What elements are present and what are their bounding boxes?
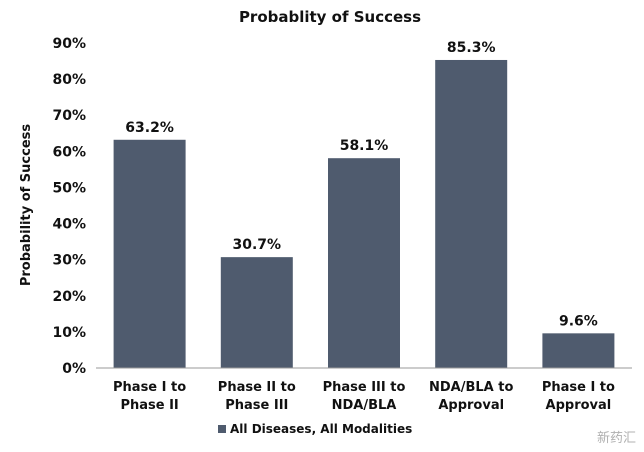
y-tick-label: 90% (52, 36, 86, 52)
watermark: 新药汇 (597, 430, 636, 446)
x-tick-label: Phase III (225, 398, 288, 413)
y-tick-label: 40% (52, 217, 86, 233)
x-tick-label: Phase I to (542, 380, 615, 395)
bar (435, 59, 508, 368)
x-tick-label: Approval (438, 398, 504, 413)
bar (113, 139, 186, 368)
x-tick-label: Phase II (120, 398, 178, 413)
legend: All Diseases, All Modalities (218, 422, 412, 436)
legend-label: All Diseases, All Modalities (230, 422, 412, 436)
y-tick-label: 70% (52, 108, 86, 124)
x-tick-label: Approval (546, 398, 612, 413)
y-tick-label: 10% (52, 325, 86, 341)
x-tick-label: NDA/BLA to (429, 380, 513, 395)
y-tick-label: 0% (62, 361, 86, 377)
data-label: 63.2% (125, 120, 174, 136)
x-tick-label: Phase II to (218, 380, 296, 395)
bar (542, 333, 615, 368)
bar (328, 158, 400, 368)
x-tick-label: NDA/BLA (332, 398, 397, 413)
y-tick-label: 60% (52, 144, 86, 160)
x-tick-label: Phase III to (323, 380, 406, 395)
y-tick-label: 80% (52, 72, 86, 88)
y-tick-label: 50% (52, 180, 86, 196)
y-tick-label: 20% (52, 289, 86, 305)
chart-title: Probablity of Success (239, 8, 421, 26)
y-tick-label: 30% (52, 253, 86, 269)
data-label: 9.6% (559, 313, 598, 329)
data-label: 85.3% (447, 40, 496, 56)
legend-swatch (218, 425, 226, 433)
data-label: 58.1% (340, 138, 389, 154)
bar (220, 257, 293, 368)
y-axis-label: Probability of Success (19, 124, 34, 287)
data-label: 30.7% (233, 237, 282, 253)
x-tick-label: Phase I to (113, 380, 186, 395)
